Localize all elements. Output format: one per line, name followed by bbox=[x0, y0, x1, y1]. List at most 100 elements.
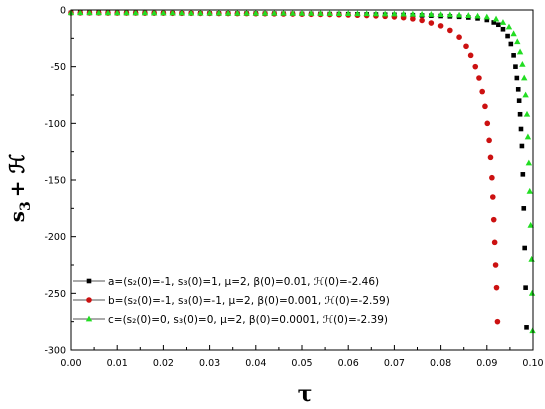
data-point bbox=[132, 9, 139, 16]
data-point bbox=[484, 120, 491, 127]
data-point bbox=[178, 9, 186, 16]
data-point bbox=[243, 9, 250, 16]
x-tick-label: 0.05 bbox=[291, 358, 312, 369]
data-point bbox=[400, 10, 407, 17]
legend: a=(s₂(0)=-1, s₃(0)=1, μ=2, β(0)=0.01, ℋ(… bbox=[73, 276, 390, 326]
data-point bbox=[522, 245, 527, 251]
series-2 bbox=[67, 9, 536, 334]
x-tick-label: 0.00 bbox=[60, 358, 81, 369]
data-point bbox=[428, 20, 435, 26]
legend-entry-1: b=(s₂(0)=-1, s₃(0)=-1, μ=2, β(0)=0.001, … bbox=[73, 295, 390, 307]
x-tick-label: 0.10 bbox=[522, 358, 543, 369]
data-point bbox=[479, 88, 485, 95]
data-point bbox=[524, 133, 532, 140]
data-point bbox=[447, 27, 453, 34]
y-tick-label: -200 bbox=[44, 232, 66, 243]
y-tick-labels: 0 -50 -100 -150 -200 -250 -300 bbox=[44, 6, 66, 357]
data-point bbox=[418, 10, 426, 17]
data-point bbox=[271, 9, 278, 16]
data-point bbox=[456, 34, 462, 40]
data-point bbox=[528, 255, 535, 262]
data-point bbox=[476, 75, 482, 81]
data-point bbox=[280, 9, 287, 16]
data-point bbox=[141, 9, 149, 16]
data-point bbox=[491, 20, 497, 25]
data-point bbox=[521, 74, 528, 81]
data-point bbox=[490, 216, 497, 223]
y-axis-title: s3 + ℋ bbox=[5, 154, 34, 223]
data-point bbox=[372, 10, 380, 17]
data-point bbox=[500, 26, 506, 32]
data-point bbox=[150, 9, 158, 16]
data-point bbox=[513, 64, 518, 69]
x-tick-label: 0.08 bbox=[430, 358, 451, 369]
data-point bbox=[520, 172, 526, 177]
data-point bbox=[335, 10, 343, 17]
data-point bbox=[224, 9, 232, 16]
legend-label: c=(s₂(0)=0, s₃(0)=0, μ=2, β(0)=0.0001, ℋ… bbox=[108, 314, 388, 326]
data-point bbox=[492, 15, 500, 22]
data-point bbox=[391, 10, 398, 17]
data-point bbox=[505, 23, 513, 30]
data-point bbox=[463, 43, 469, 50]
x-tick-label: 0.04 bbox=[245, 358, 266, 369]
data-point bbox=[86, 9, 93, 16]
x-tick-label: 0.01 bbox=[107, 358, 128, 369]
data-point bbox=[521, 206, 527, 211]
data-point bbox=[455, 11, 463, 18]
data-point bbox=[490, 194, 496, 200]
data-point bbox=[482, 103, 488, 110]
plot-frame bbox=[70, 9, 534, 351]
y-axis-title-subscript: 3 bbox=[18, 201, 34, 211]
data-point bbox=[517, 111, 523, 117]
data-point bbox=[317, 10, 324, 16]
data-point bbox=[483, 13, 490, 20]
legend-label: b=(s₂(0)=-1, s₃(0)=-1, μ=2, β(0)=0.001, … bbox=[108, 295, 390, 307]
data-point bbox=[104, 9, 112, 16]
y-tick-label: -150 bbox=[44, 176, 66, 187]
data-point bbox=[487, 154, 494, 161]
data-point bbox=[215, 9, 223, 16]
data-point bbox=[326, 10, 333, 16]
y-tick-label: -100 bbox=[44, 119, 66, 130]
data-point bbox=[515, 87, 521, 92]
data-point bbox=[524, 325, 529, 330]
y-tick-label: 0 bbox=[60, 6, 66, 17]
data-point bbox=[95, 9, 102, 16]
data-point bbox=[160, 9, 167, 16]
x-tick-label: 0.09 bbox=[476, 358, 497, 369]
x-tick-labels: 0.00 0.01 0.02 0.03 0.04 0.05 0.06 0.07 0.08 0.09… bbox=[60, 358, 543, 369]
data-point bbox=[526, 187, 533, 194]
data-point bbox=[486, 137, 492, 144]
data-point bbox=[514, 38, 521, 45]
data-point bbox=[261, 9, 269, 16]
legend-marker bbox=[86, 297, 92, 303]
y-tick-label: -250 bbox=[44, 289, 66, 300]
data-point bbox=[298, 10, 306, 16]
data-point bbox=[489, 174, 495, 181]
y-axis-title-rest: + ℋ bbox=[5, 154, 29, 198]
data-point bbox=[169, 9, 176, 16]
data-point bbox=[252, 9, 259, 16]
data-point bbox=[410, 16, 416, 22]
data-point bbox=[528, 289, 536, 296]
data-point bbox=[409, 10, 417, 17]
legend-entry-0: a=(s₂(0)=-1, s₃(0)=1, μ=2, β(0)=0.01, ℋ(… bbox=[73, 276, 379, 288]
data-point bbox=[123, 9, 130, 16]
data-point bbox=[494, 318, 501, 325]
data-point bbox=[465, 12, 472, 18]
x-tick-label: 0.02 bbox=[153, 358, 174, 369]
data-point bbox=[381, 10, 389, 17]
data-point bbox=[472, 63, 479, 70]
data-point bbox=[234, 9, 241, 16]
data-point bbox=[114, 9, 121, 16]
legend-entry-2: c=(s₂(0)=0, s₃(0)=0, μ=2, β(0)=0.0001, ℋ… bbox=[73, 314, 388, 326]
data-point bbox=[493, 284, 500, 291]
data-point bbox=[527, 221, 534, 228]
data-point bbox=[516, 98, 522, 103]
data-point bbox=[522, 91, 529, 98]
x-tick-label: 0.03 bbox=[199, 358, 220, 369]
legend-marker bbox=[85, 315, 93, 322]
data-point bbox=[519, 61, 526, 67]
data-point bbox=[491, 239, 498, 246]
